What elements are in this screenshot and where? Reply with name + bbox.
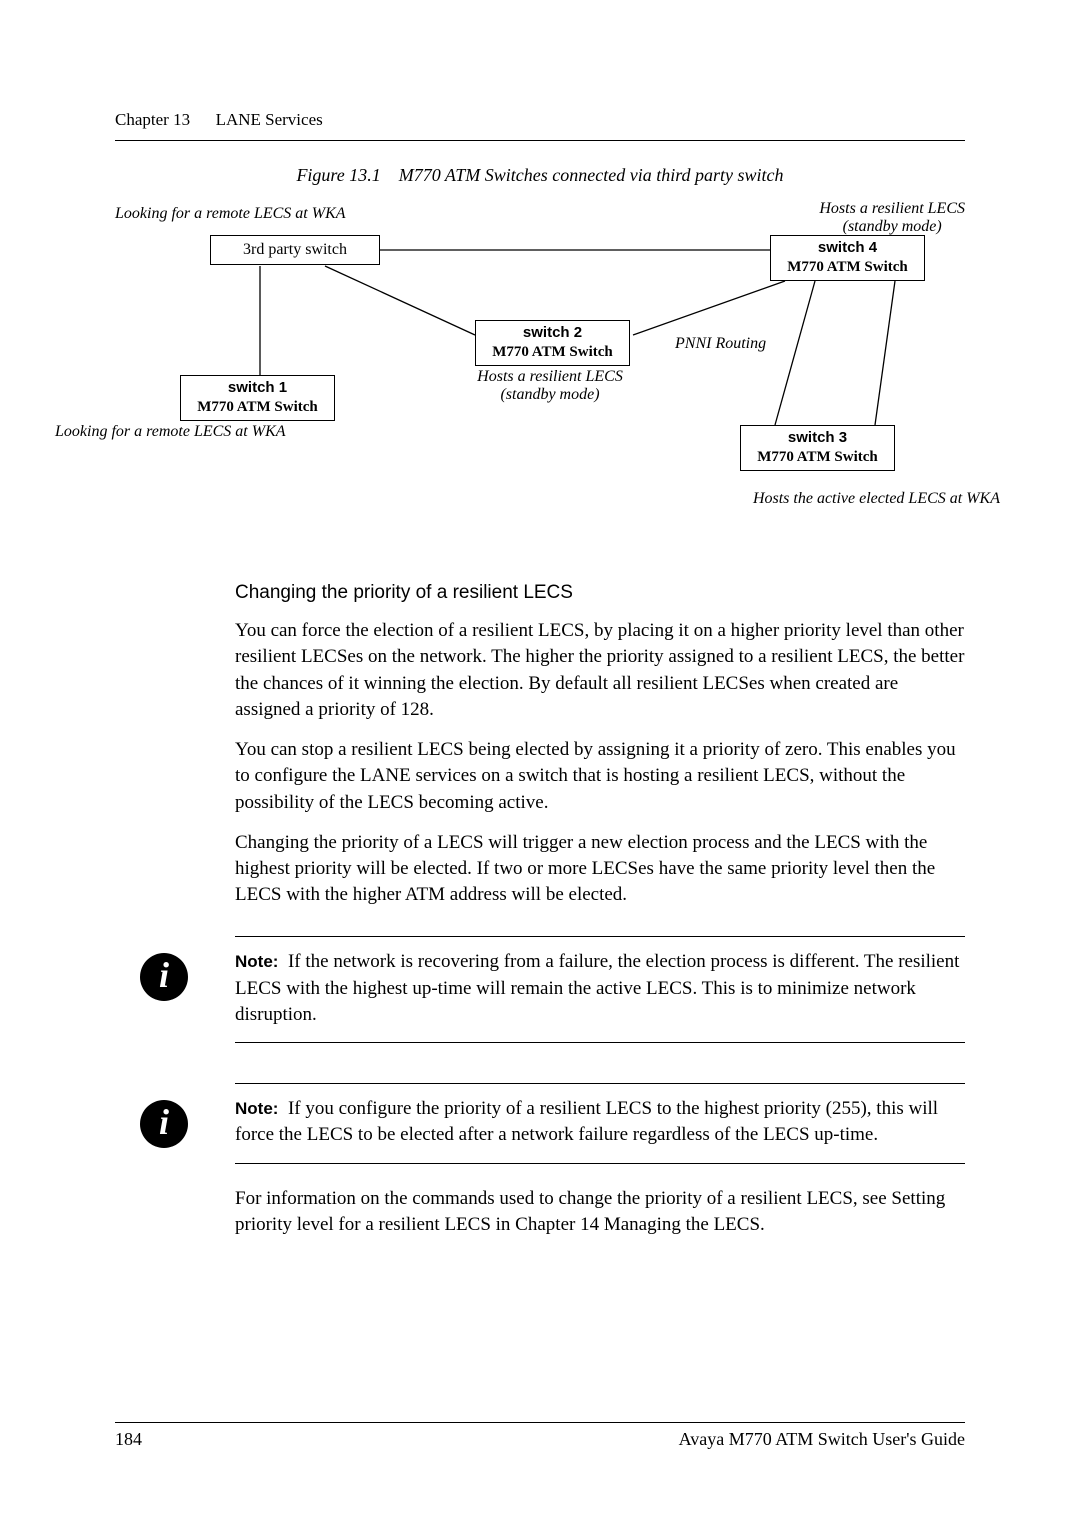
third-party-switch-label: 3rd party switch <box>221 240 369 260</box>
network-diagram: Looking for a remote LECS at WKA Hosts a… <box>115 200 965 540</box>
switch2-model: M770 ATM Switch <box>480 343 625 362</box>
label-looking-top: Looking for a remote LECS at WKA <box>115 205 346 223</box>
body-content: Changing the priority of a resilient LEC… <box>235 580 965 908</box>
note-1: i Note: If the network is recovering fro… <box>235 936 965 1043</box>
note-text-2: If you configure the priority of a resil… <box>235 1098 938 1145</box>
box-switch-1: switch 1 M770 ATM Switch <box>180 375 335 421</box>
switch4-model: M770 ATM Switch <box>775 258 920 277</box>
figure-title: M770 ATM Switches connected via third pa… <box>399 165 784 185</box>
label-hosts-sw2-1: Hosts a resilient LECS <box>440 368 660 386</box>
paragraph-2: You can stop a resilient LECS being elec… <box>235 737 965 816</box>
header-rule <box>115 140 965 141</box>
note-label-1: Note: <box>235 952 278 971</box>
label-hosts-sw4-1: Hosts a resilient LECS <box>819 200 965 218</box>
info-icon: i <box>140 1100 188 1148</box>
info-icon: i <box>140 953 188 1001</box>
switch2-name: switch 2 <box>480 324 625 343</box>
switch1-model: M770 ATM Switch <box>185 398 330 417</box>
paragraph-3: Changing the priority of a LECS will tri… <box>235 830 965 909</box>
label-hosts-active: Hosts the active elected LECS at WKA <box>753 490 1000 508</box>
note-label-2: Note: <box>235 1099 278 1118</box>
figure-caption: Figure 13.1 M770 ATM Switches connected … <box>115 165 965 186</box>
footer-rule <box>115 1422 965 1423</box>
trailing-paragraph: For information on the commands used to … <box>235 1186 965 1238</box>
subheading: Changing the priority of a resilient LEC… <box>235 580 965 606</box>
note-text-1: If the network is recovering from a fail… <box>235 951 959 1024</box>
label-hosts-sw4-2: (standby mode) <box>819 218 965 236</box>
switch1-name: switch 1 <box>185 379 330 398</box>
label-pnni-routing: PNNI Routing <box>675 335 766 353</box>
box-switch-4: switch 4 M770 ATM Switch <box>770 235 925 281</box>
chapter-title: LANE Services <box>216 110 323 129</box>
label-hosts-sw2-2: (standby mode) <box>440 386 660 404</box>
switch3-name: switch 3 <box>745 429 890 448</box>
doc-title: Avaya M770 ATM Switch User's Guide <box>679 1429 965 1450</box>
label-looking-bottom: Looking for a remote LECS at WKA <box>55 423 286 441</box>
paragraph-1: You can force the election of a resilien… <box>235 618 965 723</box>
page-footer: 184 Avaya M770 ATM Switch User's Guide <box>115 1422 965 1450</box>
box-switch-2: switch 2 M770 ATM Switch <box>475 320 630 366</box>
trailing-paragraph-block: For information on the commands used to … <box>235 1186 965 1238</box>
figure-number: Figure 13.1 <box>296 165 380 185</box>
page-number: 184 <box>115 1429 142 1450</box>
box-third-party-switch: 3rd party switch <box>210 235 380 265</box>
note-2: i Note: If you configure the priority of… <box>235 1083 965 1163</box>
switch4-name: switch 4 <box>775 239 920 258</box>
running-header: Chapter 13 LANE Services <box>115 110 965 130</box>
chapter-number: Chapter 13 <box>115 110 190 129</box>
switch3-model: M770 ATM Switch <box>745 448 890 467</box>
box-switch-3: switch 3 M770 ATM Switch <box>740 425 895 471</box>
